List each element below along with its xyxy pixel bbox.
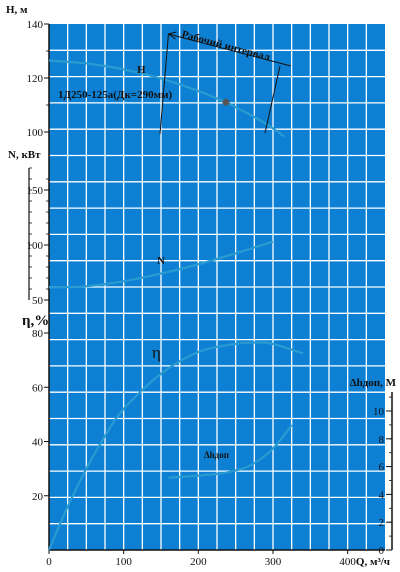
power-tick-label: 50 xyxy=(32,295,44,307)
head-series-label: H xyxy=(137,64,146,76)
efficiency-axis-title: η,% xyxy=(22,313,49,329)
npsh-tick-label: 4 xyxy=(379,489,385,501)
efficiency-tick-label: 20 xyxy=(32,491,44,503)
operating-point-marker xyxy=(222,98,230,106)
x-tick-label: 100 xyxy=(115,556,132,568)
npsh-tick-label: 6 xyxy=(379,462,385,474)
head-tick-label: 140 xyxy=(27,19,44,31)
efficiency-tick-label: 60 xyxy=(32,382,44,394)
curves xyxy=(47,59,304,551)
head-axis-title: H, м xyxy=(6,4,28,16)
x-tick-label: 0 xyxy=(46,556,52,568)
working-interval-right-leg xyxy=(264,65,281,134)
x-tick-label: 200 xyxy=(190,556,207,568)
npsh-axis-title: Δhдоп, М xyxy=(350,377,397,389)
efficiency-tick-label: 40 xyxy=(32,437,44,449)
working-interval-arrowhead-left xyxy=(167,31,177,40)
npsh-tick-label: 0 xyxy=(379,545,385,557)
power-series-label: N xyxy=(157,255,165,267)
npsh-tick-label: 2 xyxy=(379,517,385,529)
head-curve xyxy=(48,59,285,138)
npsh-tick-label: 10 xyxy=(373,406,385,418)
power-axis-title: N, кВт xyxy=(8,149,41,161)
npsh-series-label: Δhдоп xyxy=(204,450,229,460)
x-axis-label: Q, м³/ч xyxy=(356,556,390,568)
grid xyxy=(49,24,385,550)
working-interval-left-leg xyxy=(159,33,169,135)
head-tick-label: 100 xyxy=(27,127,44,139)
npsh-curve xyxy=(168,424,293,479)
pump-model-label: 1Д250-125а(Дк=290мм) xyxy=(58,89,173,101)
working-interval-arrow xyxy=(168,33,292,67)
efficiency-curve xyxy=(47,341,304,551)
power-tick-label: 150 xyxy=(27,185,44,197)
efficiency-series-label: η xyxy=(152,343,161,362)
npsh-tick-label: 8 xyxy=(379,434,385,446)
x-tick-label: 300 xyxy=(265,556,282,568)
power-curve xyxy=(48,240,274,289)
power-tick-label: 100 xyxy=(27,240,44,252)
efficiency-tick-label: 80 xyxy=(32,328,44,340)
x-tick-label: 400 xyxy=(339,556,356,568)
head-tick-label: 120 xyxy=(27,73,44,85)
